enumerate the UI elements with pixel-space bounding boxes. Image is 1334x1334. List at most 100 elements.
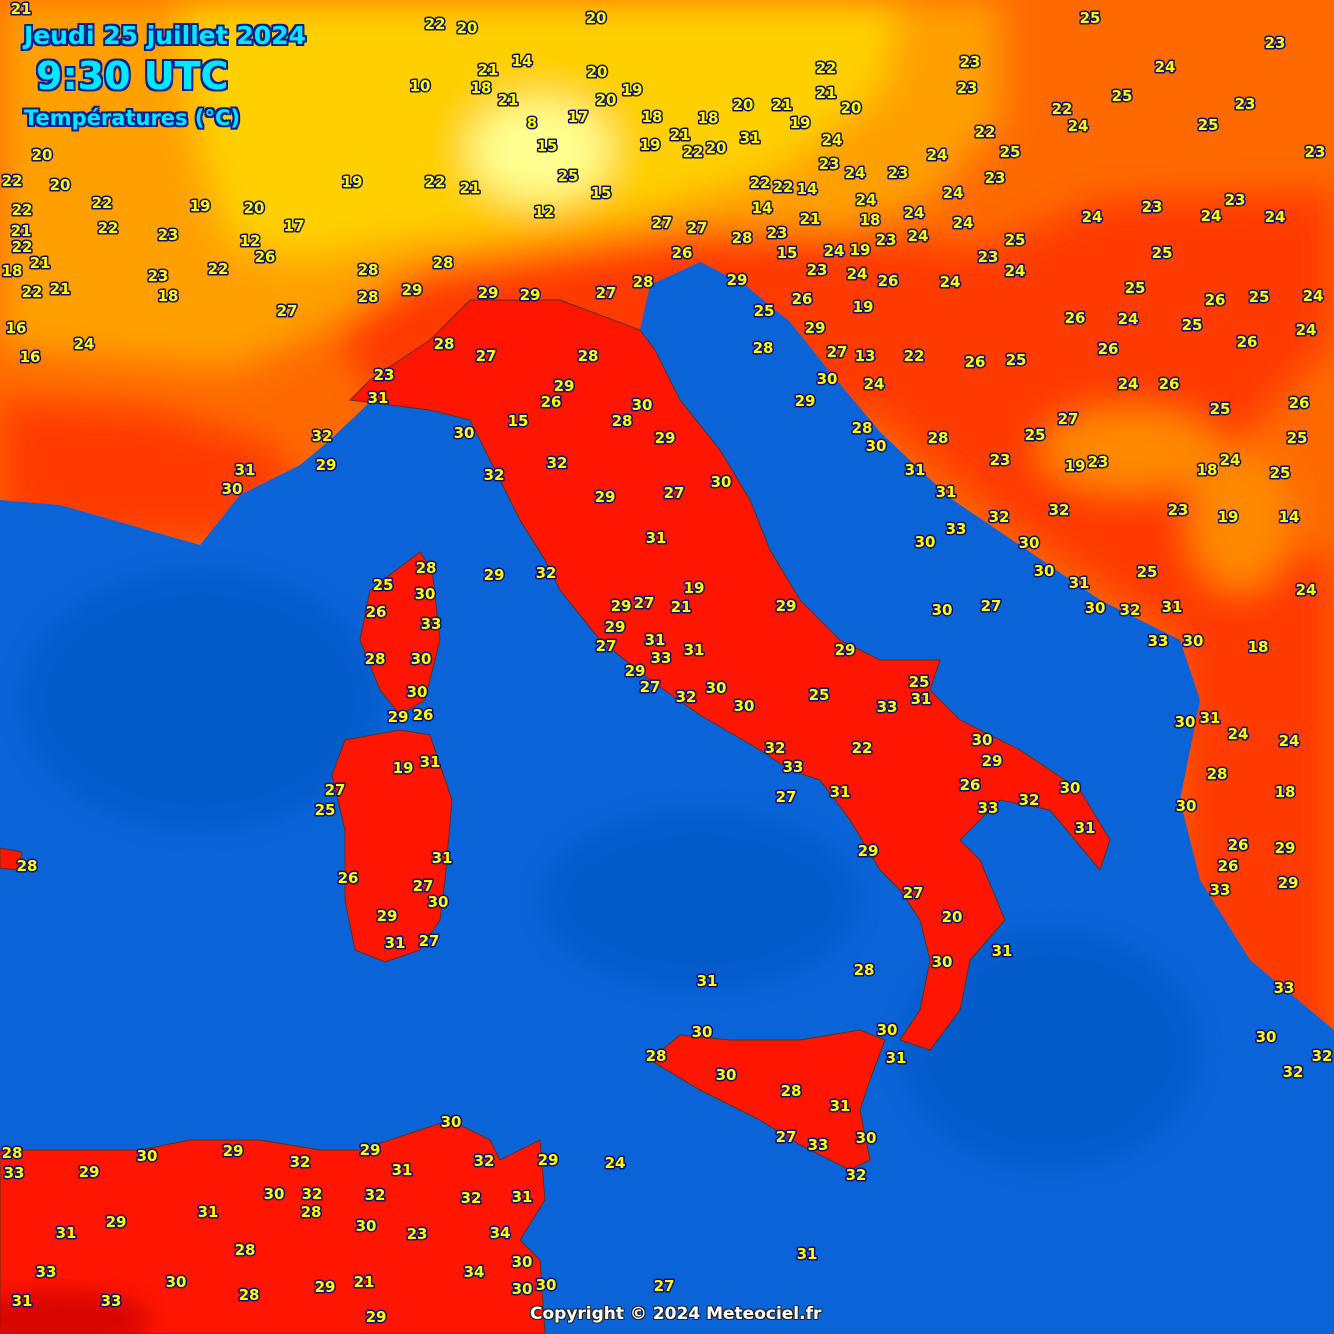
station-temperature-label: 24 <box>1265 208 1286 226</box>
station-temperature-label: 24 <box>1228 725 1249 743</box>
station-temperature-label: 31 <box>886 1049 907 1067</box>
map-time: 9:30 UTC <box>36 54 229 98</box>
station-temperature-label: 29 <box>858 842 879 860</box>
station-temperature-label: 19 <box>342 173 363 191</box>
station-temperature-label: 19 <box>1218 508 1239 526</box>
station-temperature-label: 18 <box>698 109 719 127</box>
station-temperature-label: 32 <box>461 1189 482 1207</box>
station-temperature-label: 26 <box>672 244 693 262</box>
station-temperature-label: 29 <box>805 319 826 337</box>
station-temperature-label: 30 <box>441 1113 462 1131</box>
station-temperature-label: 20 <box>596 91 617 109</box>
station-temperature-label: 22 <box>12 238 33 256</box>
station-temperature-label: 30 <box>264 1185 285 1203</box>
station-temperature-label: 29 <box>388 708 409 726</box>
station-temperature-label: 30 <box>356 1217 377 1235</box>
station-temperature-label: 22 <box>904 347 925 365</box>
station-temperature-label: 32 <box>536 564 557 582</box>
station-temperature-label: 23 <box>407 1225 428 1243</box>
station-temperature-label: 12 <box>534 203 555 221</box>
station-temperature-label: 28 <box>852 419 873 437</box>
station-temperature-label: 24 <box>1005 262 1026 280</box>
station-temperature-label: 30 <box>1256 1028 1277 1046</box>
station-temperature-label: 32 <box>1283 1063 1304 1081</box>
station-temperature-label: 28 <box>17 857 38 875</box>
station-temperature-label: 28 <box>781 1082 802 1100</box>
station-temperature-label: 29 <box>315 1278 336 1296</box>
station-temperature-label: 29 <box>478 284 499 302</box>
station-temperature-label: 28 <box>928 429 949 447</box>
station-temperature-label: 31 <box>1075 819 1096 837</box>
station-temperature-label: 25 <box>1249 288 1270 306</box>
station-temperature-label: 32 <box>765 739 786 757</box>
station-temperature-label: 25 <box>754 302 775 320</box>
corsica-land <box>359 551 441 716</box>
station-temperature-label: 23 <box>158 226 179 244</box>
station-temperature-label: 24 <box>856 191 877 209</box>
station-temperature-label: 26 <box>1228 836 1249 854</box>
station-temperature-label: 24 <box>74 335 95 353</box>
station-temperature-label: 26 <box>1289 394 1310 412</box>
sicily-land <box>649 1029 886 1171</box>
station-temperature-label: 29 <box>106 1213 127 1231</box>
station-temperature-label: 30 <box>706 679 727 697</box>
station-temperature-label: 21 <box>11 0 32 18</box>
station-temperature-label: 19 <box>393 759 414 777</box>
station-temperature-label: 30 <box>1175 713 1196 731</box>
station-temperature-label: 27 <box>654 1277 675 1295</box>
station-temperature-label: 23 <box>1235 95 1256 113</box>
station-temperature-label: 28 <box>578 347 599 365</box>
station-temperature-label: 24 <box>1296 581 1317 599</box>
station-temperature-label: 32 <box>484 466 505 484</box>
station-temperature-label: 16 <box>20 348 41 366</box>
station-temperature-label: 33 <box>651 649 672 667</box>
station-temperature-label: 28 <box>358 288 379 306</box>
station-temperature-label: 23 <box>148 267 169 285</box>
station-temperature-label: 25 <box>315 801 336 819</box>
station-temperature-label: 12 <box>240 232 261 250</box>
station-temperature-label: 23 <box>819 155 840 173</box>
station-temperature-label: 26 <box>1098 340 1119 358</box>
station-temperature-label: 28 <box>365 650 386 668</box>
station-temperature-label: 15 <box>777 244 798 262</box>
station-temperature-label: 27 <box>640 678 661 696</box>
station-temperature-label: 24 <box>953 214 974 232</box>
station-temperature-label: 22 <box>1052 100 1073 118</box>
station-temperature-label: 29 <box>611 597 632 615</box>
station-temperature-label: 25 <box>1210 400 1231 418</box>
station-temperature-label: 22 <box>208 260 229 278</box>
station-temperature-label: 27 <box>476 347 497 365</box>
station-temperature-label: 18 <box>471 79 492 97</box>
station-temperature-label: 20 <box>733 96 754 114</box>
station-temperature-label: 24 <box>847 265 868 283</box>
station-temperature-label: 23 <box>978 248 999 266</box>
station-temperature-label: 28 <box>301 1203 322 1221</box>
station-temperature-label: 29 <box>625 662 646 680</box>
station-temperature-label: 22 <box>683 143 704 161</box>
station-temperature-label: 24 <box>908 227 929 245</box>
station-temperature-label: 29 <box>402 281 423 299</box>
station-temperature-label: 25 <box>1287 429 1308 447</box>
station-temperature-label: 25 <box>909 673 930 691</box>
station-temperature-label: 18 <box>1197 461 1218 479</box>
station-temperature-label: 30 <box>915 533 936 551</box>
station-temperature-label: 24 <box>943 184 964 202</box>
balkan-orange-zone-2 <box>1190 450 1290 590</box>
station-temperature-label: 29 <box>776 597 797 615</box>
station-temperature-label: 29 <box>1278 874 1299 892</box>
station-temperature-label: 26 <box>255 248 276 266</box>
station-temperature-label: 21 <box>50 280 71 298</box>
station-temperature-label: 33 <box>1274 979 1295 997</box>
balkan-orange-zone <box>1040 410 1220 490</box>
station-temperature-label: 23 <box>1225 191 1246 209</box>
station-temperature-label: 26 <box>1065 309 1086 327</box>
station-temperature-label: 21 <box>460 179 481 197</box>
station-temperature-label: 15 <box>591 184 612 202</box>
station-temperature-label: 26 <box>541 393 562 411</box>
station-temperature-label: 27 <box>419 932 440 950</box>
station-temperature-label: 22 <box>425 173 446 191</box>
station-temperature-label: 16 <box>6 319 27 337</box>
station-temperature-label: 18 <box>1248 638 1269 656</box>
station-temperature-label: 24 <box>845 164 866 182</box>
